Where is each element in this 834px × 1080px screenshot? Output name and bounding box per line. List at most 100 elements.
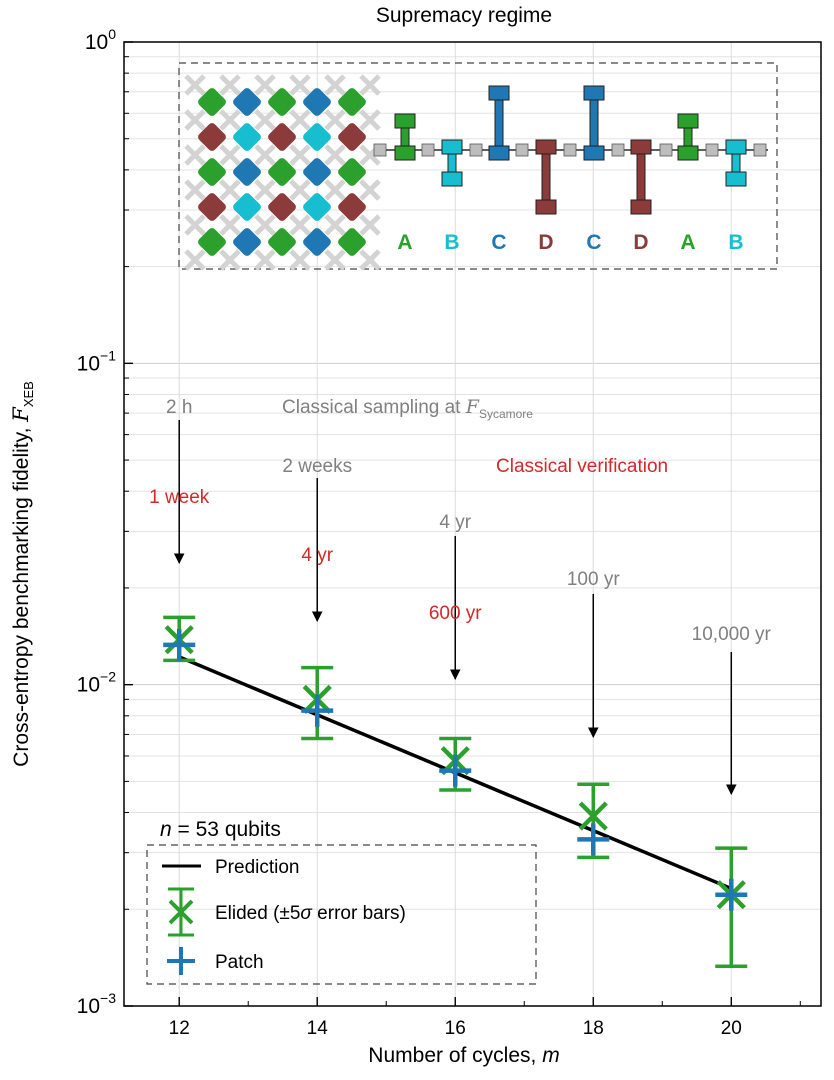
coupler-cross <box>219 179 241 201</box>
coupler-cross <box>324 109 346 131</box>
qubit-diamond <box>338 158 366 186</box>
legend-patch-label: Patch <box>215 952 264 973</box>
qubit-diamond <box>338 228 366 256</box>
coupler-cross <box>289 249 311 271</box>
pattern-letter: D <box>633 231 648 254</box>
qubit-diamond <box>303 158 331 186</box>
patch-point <box>439 754 472 787</box>
coupler-pad <box>583 145 605 161</box>
coupler-cross <box>359 74 381 96</box>
coupler-cross <box>219 249 241 271</box>
pattern-letter: D <box>538 231 553 254</box>
chain-qubit-square <box>563 143 577 157</box>
pattern-letter: B <box>728 231 743 254</box>
qubit-diamond <box>198 193 226 221</box>
qubit-diamond <box>303 228 331 256</box>
sampling-time-label: 100 yr <box>567 569 620 590</box>
verification-time-label: 4 yr <box>301 545 333 566</box>
coupler-stem <box>400 127 410 147</box>
patch-point <box>577 823 610 856</box>
coupler-cross <box>359 179 381 201</box>
coupler-cross <box>254 179 276 201</box>
chain-qubit-square <box>753 143 767 157</box>
qubit-diamond <box>198 123 226 151</box>
patch-series <box>163 628 748 911</box>
coupler-pad <box>441 171 463 187</box>
classical-verification-label: Classical verification <box>496 456 668 477</box>
coupler-cross <box>324 179 346 201</box>
qubit-diamond <box>268 193 296 221</box>
coupler-cross <box>359 249 381 271</box>
qubit-diamond <box>233 228 261 256</box>
coupler-cross <box>254 249 276 271</box>
qubit-diamond <box>303 123 331 151</box>
pattern-letter: A <box>397 231 412 254</box>
coupler-pad <box>394 145 416 161</box>
coupler-cross <box>324 144 346 166</box>
qubit-diamond <box>338 88 366 116</box>
coupler-stem <box>589 99 599 147</box>
x-axis-label: Number of cycles, m <box>368 1044 559 1067</box>
coupler-bar <box>677 113 699 161</box>
coupler-bar <box>394 113 416 161</box>
legend-header: n = 53 qubits <box>160 818 281 841</box>
y-tick-label: 10−2 <box>77 669 117 697</box>
coupler-pad <box>394 113 416 129</box>
y-tick-label: 100 <box>85 26 116 54</box>
chain-qubit-square <box>373 143 387 157</box>
legend-elided-swatch <box>168 887 194 937</box>
annotation-arrows <box>173 420 737 796</box>
annotations: Classical sampling at FSycamore Classica… <box>149 396 772 796</box>
legend-frame <box>146 844 537 985</box>
qubit-diamond <box>233 88 261 116</box>
chart-title: Supremacy regime <box>376 4 552 27</box>
chain-qubit-square <box>705 143 719 157</box>
coupler-pad <box>583 85 605 101</box>
coupler-cross <box>289 74 311 96</box>
verification-time-label: 1 week <box>149 487 210 508</box>
coupler-cross <box>219 74 241 96</box>
chain-qubit-square <box>515 143 529 157</box>
y-axis-label: Cross-entropy benchmarking fidelity, FXE… <box>9 381 36 767</box>
coupler-pad <box>488 85 510 101</box>
coupler-cross <box>324 74 346 96</box>
qubit-diamond <box>303 88 331 116</box>
coupler-cross <box>289 179 311 201</box>
qubit-diamond <box>268 88 296 116</box>
legend-patch-swatch <box>167 947 195 975</box>
coupler-stem <box>494 99 504 147</box>
legend: n = 53 qubits Prediction Elided (±5σ err… <box>146 818 537 985</box>
coupler-cross <box>184 249 206 271</box>
patch-point <box>715 878 748 911</box>
annotation-time-labels: 2 h 2 weeks 4 yr 100 yr 10,000 yr 1 week 4 yr 6… <box>149 397 771 645</box>
coupler-pad <box>630 199 652 215</box>
coupler-cross <box>324 249 346 271</box>
qubit-diamond <box>198 158 226 186</box>
coupler-pad <box>535 199 557 215</box>
chain-qubit-square <box>611 143 625 157</box>
inset-frame <box>178 62 778 270</box>
qubit-diamond <box>268 123 296 151</box>
coupler-bar <box>725 139 747 187</box>
coupler-cross <box>184 214 206 236</box>
coupler-pad <box>677 145 699 161</box>
coupler-pad <box>725 139 747 155</box>
coupler-cross <box>289 109 311 131</box>
y-tick-label: 10−1 <box>77 347 117 375</box>
x-tick-label: 14 <box>307 1018 329 1039</box>
qubit-grid-diagram <box>184 74 381 271</box>
coupler-bar <box>488 85 510 161</box>
coupler-cross <box>359 214 381 236</box>
coupler-cross <box>219 144 241 166</box>
coupler-cross <box>254 144 276 166</box>
pattern-letter: C <box>491 231 506 254</box>
chain-qubit-square <box>469 143 483 157</box>
coupler-cross <box>359 109 381 131</box>
y-axis-ticks: 100 10−1 10−2 10−3 <box>77 26 133 1018</box>
coupler-stem <box>636 153 646 201</box>
coupler-cross <box>254 214 276 236</box>
sampling-time-label: 10,000 yr <box>692 624 772 645</box>
